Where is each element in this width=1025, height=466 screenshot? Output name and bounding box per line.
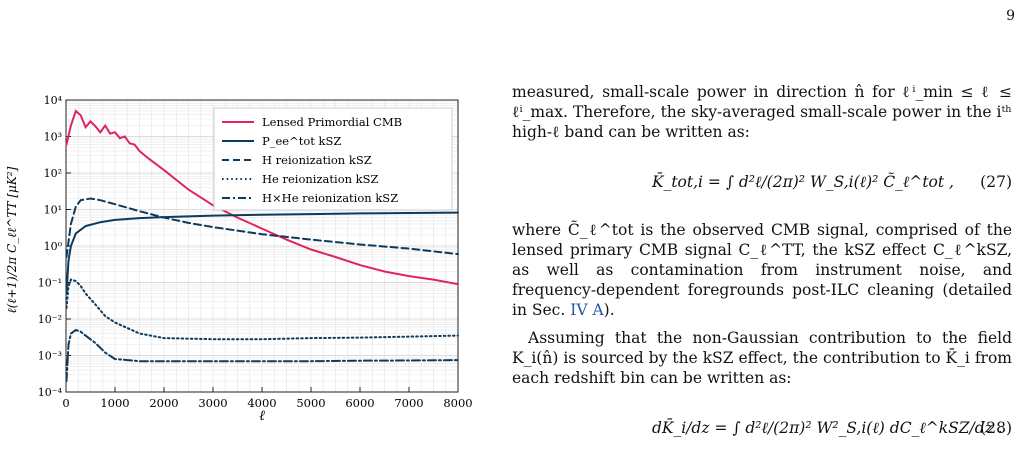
equation-28: dK̄_i/dz = ∫ d²ℓ/(2π)² W²_S,i(ℓ) dC_ℓ^kS… <box>512 404 1012 456</box>
y-tick-label: 10³ <box>44 131 62 144</box>
legend-entry: He reionization kSZ <box>262 172 379 186</box>
legend-entry: P_ee^tot kSZ <box>262 134 341 148</box>
legend-entry: H×He reionization kSZ <box>262 191 398 205</box>
equation-27-body: K̄_tot,i = ∫ d²ℓ/(2π)² W_S,i(ℓ)² C̃_ℓ^to… <box>652 173 954 191</box>
legend-box <box>213 107 453 211</box>
y-tick-label: 10² <box>44 167 62 180</box>
series-line-3 <box>65 278 459 341</box>
x-tick-label: 5000 <box>296 396 325 410</box>
section-reference-link[interactable]: IV A <box>570 301 604 319</box>
equation-27-number: (27) <box>980 173 1012 191</box>
y-tick-label: 10¹ <box>44 204 62 217</box>
legend-entry: Lensed Primordial CMB <box>262 115 402 129</box>
x-tick-label: 3000 <box>198 396 227 410</box>
series-line-2 <box>65 197 459 258</box>
body-text-column: measured, small-scale power in direction… <box>512 82 1012 466</box>
series-line-0 <box>65 109 459 286</box>
paragraph-1: measured, small-scale power in direction… <box>512 83 1012 141</box>
y-tick-label: 10⁻³ <box>38 350 62 363</box>
x-tick-label: 1000 <box>100 396 129 410</box>
paragraph-2: where C̃_ℓ^tot is the observed CMB signa… <box>512 220 1012 320</box>
equation-28-body: dK̄_i/dz = ∫ d²ℓ/(2π)² W²_S,i(ℓ) dC_ℓ^kS… <box>652 419 1003 437</box>
power-spectrum-figure: 0 1000 2000 3000 4000 5000 6000 7000 8000 10⁴ 10³ 1… <box>0 80 480 450</box>
chart-legend: Lensed Primordial CMB P_ee^tot kSZ H reion… <box>213 107 453 211</box>
equation-27: K̄_tot,i = ∫ d²ℓ/(2π)² W_S,i(ℓ)² C̃_ℓ^to… <box>512 158 1012 210</box>
power-spectrum-chart: 0 1000 2000 3000 4000 5000 6000 7000 8000 10⁴ 10³ 1… <box>5 94 473 424</box>
y-tick-label: 10⁻⁴ <box>38 386 63 399</box>
y-axis-label: ℓ(ℓ+1)/2π C_ℓℓ^TT [μK²] <box>5 166 19 313</box>
paragraph-2-end: ). <box>603 301 615 319</box>
paragraph-3: Assuming that the non-Gaussian contribut… <box>512 329 1012 387</box>
y-tick-label: 10⁻¹ <box>38 277 62 290</box>
y-tick-label: 10⁰ <box>44 240 63 253</box>
equation-28-number: (28) <box>980 419 1012 437</box>
legend-entry: H reionization kSZ <box>262 153 372 167</box>
x-tick-label: 6000 <box>345 396 374 410</box>
x-tick-label: 8000 <box>443 396 472 410</box>
x-tick-label: 0 <box>62 396 69 410</box>
x-axis-label: ℓ <box>259 408 265 424</box>
chart-ticks: 0 1000 2000 3000 4000 5000 6000 7000 8000 10⁴ 10³ 1… <box>38 94 473 410</box>
series-line-4 <box>65 328 459 382</box>
paragraph-2-text: where C̃_ℓ^tot is the observed CMB signa… <box>512 221 1012 319</box>
page-number: 9 <box>1006 8 1015 24</box>
x-tick-label: 7000 <box>394 396 423 410</box>
y-tick-label: 10⁴ <box>44 94 63 107</box>
y-tick-label: 10⁻² <box>38 313 62 326</box>
chart-lines <box>65 109 459 382</box>
x-tick-label: 4000 <box>247 396 276 410</box>
x-tick-label: 2000 <box>149 396 178 410</box>
series-line-1 <box>65 211 459 295</box>
